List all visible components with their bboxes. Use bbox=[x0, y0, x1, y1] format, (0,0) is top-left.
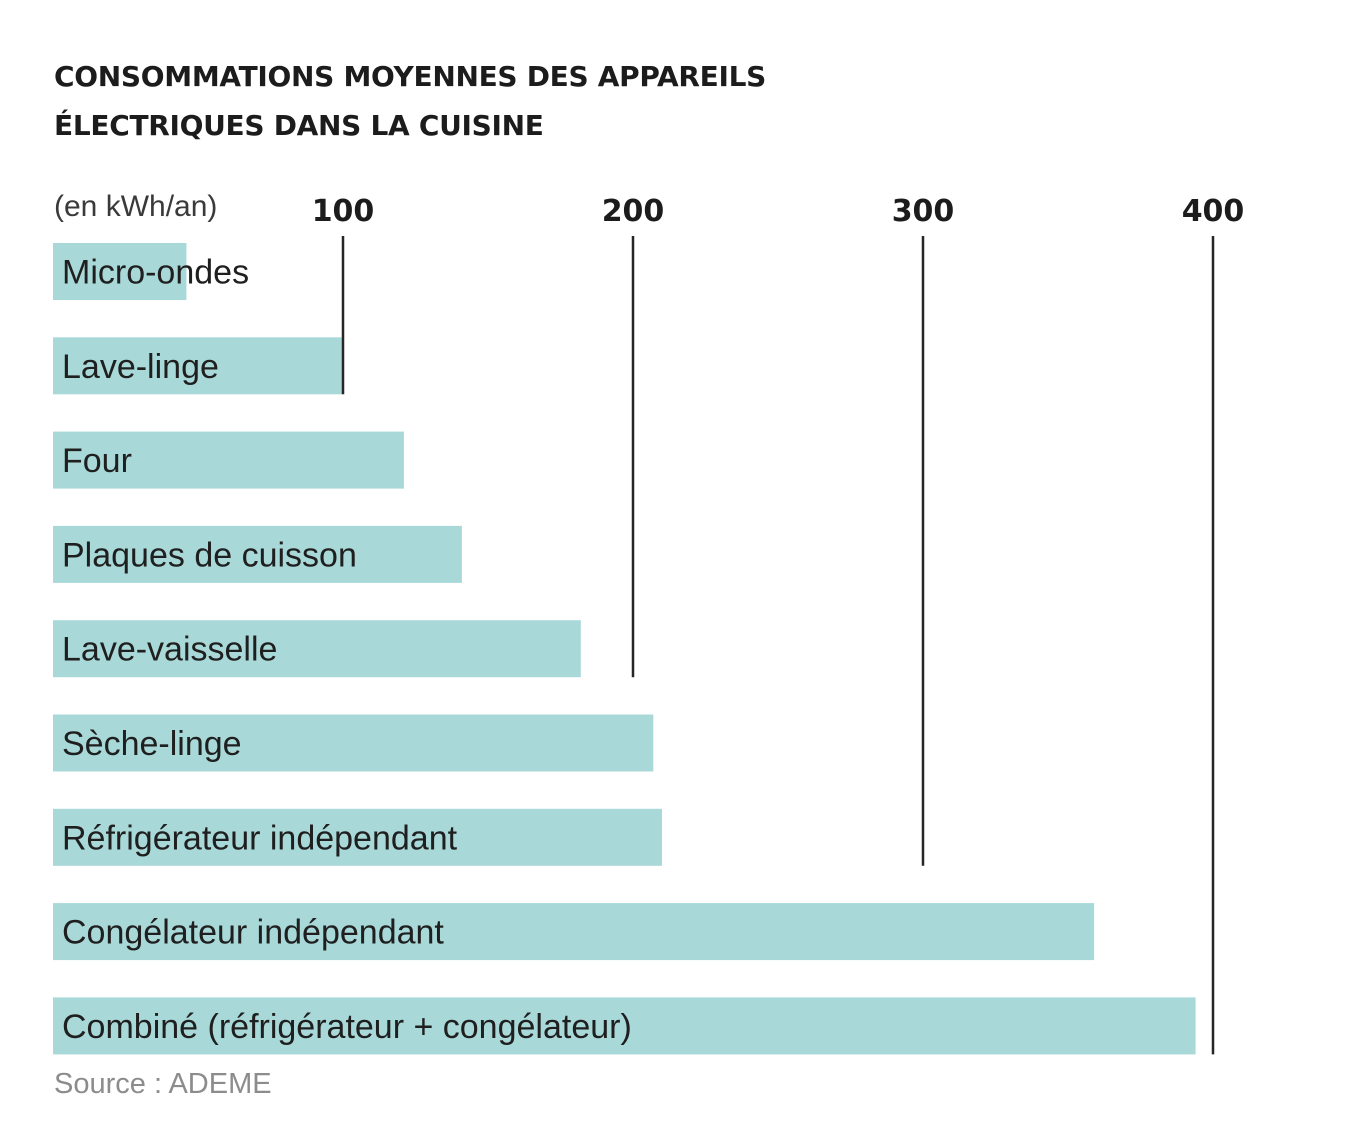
bar-7 bbox=[53, 808, 662, 866]
category-labels: Micro-ondes Lave-linge Four Plaques de cuis… bbox=[62, 254, 632, 1046]
category-label-5: Lave-vaisselle bbox=[62, 631, 277, 669]
chart-title-line-2: ÉLECTRIQUES DANS LA CUISINE bbox=[54, 109, 544, 142]
category-label-8: Congélateur indépendant bbox=[62, 914, 444, 952]
category-label-4: Plaques de cuisson bbox=[62, 536, 357, 574]
category-label-6: Sèche-linge bbox=[62, 725, 242, 763]
category-label-9: Combiné (réfrigérateur + congélateur) bbox=[62, 1008, 632, 1046]
tick-label-400: 400 bbox=[1182, 194, 1245, 229]
bar-4 bbox=[53, 525, 462, 583]
bars-layer bbox=[53, 243, 1196, 1055]
bar-2 bbox=[53, 337, 343, 395]
category-label-1: Micro-ondes bbox=[62, 254, 249, 292]
category-label-3: Four bbox=[62, 442, 132, 480]
tick-label-300: 300 bbox=[892, 194, 955, 229]
chart-title-line-1: CONSOMMATIONS MOYENNES DES APPAREILS bbox=[54, 60, 767, 93]
chart-title: CONSOMMATIONS MOYENNES DES APPAREILS ÉLE… bbox=[54, 52, 766, 150]
source-note: Source : ADEME bbox=[54, 1068, 272, 1100]
bar-8 bbox=[53, 903, 1095, 961]
bar-3 bbox=[53, 431, 404, 489]
unit-label: (en kWh/an) bbox=[54, 190, 218, 223]
tick-labels: 100 200 300 400 bbox=[312, 194, 1245, 229]
category-label-7: Réfrigérateur indépendant bbox=[62, 819, 458, 857]
bar-6 bbox=[53, 714, 654, 772]
tick-label-100: 100 bbox=[312, 194, 375, 229]
bar-5 bbox=[53, 620, 581, 678]
bar-9 bbox=[53, 997, 1196, 1055]
tick-label-200: 200 bbox=[602, 194, 665, 229]
gridlines bbox=[341, 236, 1215, 1055]
category-label-2: Lave-linge bbox=[62, 348, 219, 386]
bar-1 bbox=[53, 243, 187, 300]
